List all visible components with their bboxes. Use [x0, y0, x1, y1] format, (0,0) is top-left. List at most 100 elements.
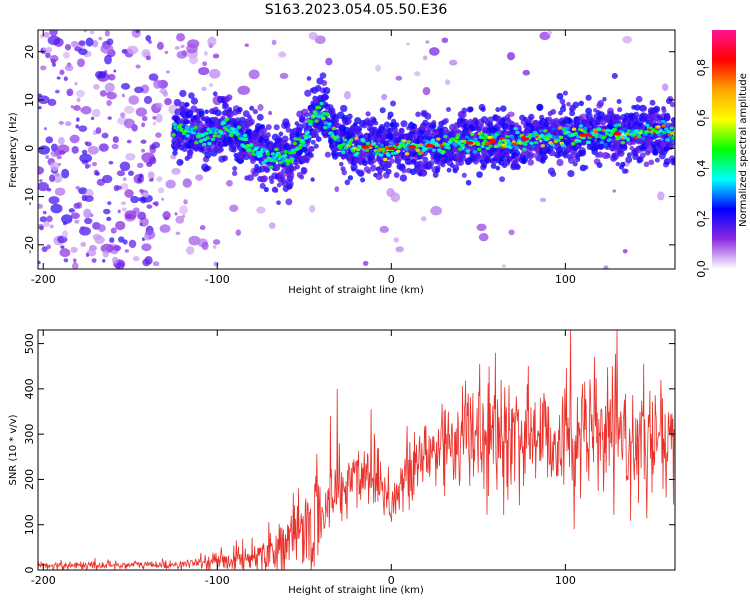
- spectrogram-halo-cell: [338, 161, 344, 167]
- spectrogram-halo-cell: [569, 110, 576, 117]
- spectrogram-noise-cell: [393, 237, 399, 243]
- snr-x-tick-label: 0: [388, 574, 395, 587]
- spectrogram-noise-cell: [122, 177, 127, 182]
- spectrogram-halo-cell: [344, 179, 351, 186]
- spectrogram-halo-cell: [394, 122, 400, 128]
- spectrogram-ridge-cell: [616, 135, 621, 140]
- spectrogram-ridge-cell: [605, 128, 611, 133]
- spectrogram-noise-cell: [111, 143, 119, 150]
- spectrogram-noise-cell: [428, 47, 440, 56]
- spectrogram-ridge-cell: [264, 149, 270, 153]
- spectrogram-noise-cell: [176, 32, 186, 42]
- spectrogram-noise-cell: [145, 55, 151, 61]
- spectrogram-halo-cell: [197, 120, 203, 127]
- spectrogram-noise-cell: [661, 83, 669, 91]
- spectrogram-ridge-cell: [272, 155, 277, 160]
- spectrogram-ridge-cell: [349, 138, 354, 142]
- spectrogram-noise-cell: [69, 134, 80, 144]
- spectrogram-halo-cell: [422, 156, 429, 163]
- spectrogram-noise-cell: [508, 229, 515, 236]
- spectrogram-noise-cell: [546, 30, 553, 35]
- spectrogram-ridge-cell: [571, 127, 577, 131]
- spectrogram-noise-cell: [379, 225, 389, 233]
- spectrogram-noise-cell: [145, 35, 152, 42]
- spectrogram-ridge-cell: [224, 117, 230, 122]
- spectrogram-halo-cell: [281, 179, 289, 187]
- spectrogram-halo-cell: [583, 165, 589, 170]
- spectrogram-noise-cell: [102, 250, 110, 258]
- spectrogram-halo-cell: [626, 152, 633, 158]
- spectrogram-halo-cell: [385, 162, 392, 169]
- spectrogram-hotspot: [425, 143, 434, 148]
- spectrogram-halo-cell: [387, 111, 394, 118]
- spectrogram-noise-cell: [45, 46, 53, 54]
- spectrogram-halo-cell: [536, 103, 544, 111]
- spectrogram-noise-cell: [201, 86, 207, 91]
- spectrogram-noise-cell: [91, 258, 97, 263]
- spectrogram-noise-cell: [186, 43, 198, 54]
- spectrogram-noise-cell: [109, 237, 115, 244]
- spectrogram-noise-cell: [138, 197, 143, 202]
- snr-x-tick-label: -200: [31, 574, 56, 587]
- spectrogram-y-axis-label: Frequency (Hz): [8, 112, 19, 188]
- spectrogram-ridge-cell: [446, 146, 451, 150]
- spectrogram-noise-cell: [148, 178, 154, 182]
- spectrogram-ridge-cell: [599, 140, 605, 145]
- spectrogram-noise-cell: [176, 50, 188, 59]
- spectrogram-noise-cell: [104, 82, 115, 93]
- spectrogram-x-tick-label: 0: [388, 273, 395, 286]
- spectrogram-ridge-cell: [661, 124, 666, 128]
- spectrogram-halo-cell: [575, 157, 581, 163]
- spectrogram-noise-cell: [42, 210, 47, 215]
- spectrogram-noise-cell: [612, 189, 616, 193]
- spectrogram-noise-cell: [445, 79, 451, 86]
- spectrogram-ridge-cell: [247, 147, 252, 152]
- spectrogram-noise-cell: [278, 51, 287, 58]
- spectrogram-halo-cell: [445, 106, 452, 113]
- spectrogram-noise-cell: [52, 173, 63, 183]
- spectrogram-noise-cell: [121, 207, 127, 212]
- spectrogram-noise-cell: [164, 97, 172, 106]
- snr-x-axis-label: Height of straight line (km): [288, 585, 424, 596]
- spectrogram-halo-cell: [550, 108, 557, 115]
- spectrogram-halo-cell: [341, 169, 348, 176]
- spectrogram-hotspot: [361, 145, 370, 149]
- spectrogram-halo-cell: [617, 107, 623, 113]
- spectrogram-ridge-cell: [662, 130, 667, 135]
- spectrogram-halo-cell: [360, 177, 366, 183]
- spectrogram-ridge-cell: [379, 143, 384, 147]
- spectrogram-noise-cell: [70, 212, 80, 219]
- spectrogram-ridge-cell: [613, 123, 619, 128]
- spectrogram-halo-cell: [639, 152, 646, 159]
- spectrogram-halo-cell: [274, 164, 280, 171]
- spectrogram-noise-cell: [70, 246, 78, 253]
- spectrogram-noise-cell: [120, 182, 129, 191]
- spectrogram-ridge-cell: [478, 135, 484, 140]
- spectrogram-noise-cell: [43, 31, 50, 38]
- spectrogram-ridge-cell: [488, 144, 493, 148]
- spectrogram-ridge-cell: [540, 144, 545, 148]
- spectrogram-halo-cell: [319, 72, 327, 79]
- spectrogram-ridge-cell: [505, 139, 511, 143]
- spectrogram-noise-cell: [49, 30, 58, 37]
- spectrogram-halo-cell: [237, 106, 243, 113]
- spectrogram-noise-cell: [271, 39, 277, 46]
- spectrogram-noise-cell: [395, 246, 404, 253]
- spectrogram-noise-cell: [138, 173, 144, 179]
- spectrogram-ridge-cell: [207, 141, 212, 146]
- spectrogram-x-tick-label: 100: [555, 273, 576, 286]
- spectrogram-noise-cell: [84, 217, 93, 225]
- spectrogram-noise-cell: [137, 211, 147, 220]
- spectrogram-noise-cell: [73, 202, 80, 209]
- spectrogram-noise-cell: [146, 204, 153, 209]
- spectrogram-halo-cell: [313, 143, 319, 149]
- spectrogram-noise-cell: [152, 116, 157, 120]
- spectrogram-ridge-cell: [620, 140, 625, 145]
- spectrogram-noise-cell: [195, 174, 204, 181]
- spectrogram-noise-cell: [75, 124, 80, 129]
- spectrogram-ridge-cell: [386, 153, 391, 157]
- spectrogram-ridge-cell: [669, 126, 674, 130]
- spectrogram-noise-cell: [49, 224, 54, 229]
- spectrogram-halo-cell: [572, 161, 578, 167]
- spectrogram-ridge-cell: [396, 149, 401, 153]
